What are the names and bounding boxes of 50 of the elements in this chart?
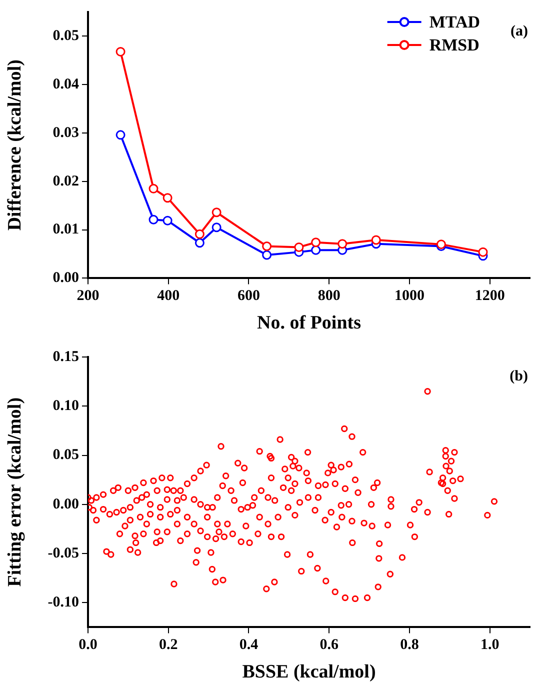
point xyxy=(162,193,172,203)
y-tick-label: 0.15 xyxy=(52,348,79,365)
x-tick-label: 1200 xyxy=(474,288,505,304)
point xyxy=(212,208,222,218)
y-tick-label: 0.04 xyxy=(52,76,80,92)
legend-label: RMSD xyxy=(429,35,480,54)
x-tick-label: 0.6 xyxy=(320,637,339,654)
point xyxy=(148,214,158,224)
point xyxy=(194,229,204,239)
point xyxy=(478,247,488,257)
point xyxy=(162,216,172,226)
x-tick-label: 0.8 xyxy=(400,637,419,654)
y-tick-label: 0.00 xyxy=(52,496,79,512)
x-tick-label: 400 xyxy=(157,288,180,304)
point xyxy=(371,235,381,245)
x-tick-label: 200 xyxy=(76,288,100,304)
point xyxy=(194,238,204,248)
y-tick-label: -0.10 xyxy=(48,594,79,611)
y-tick-label: 0.10 xyxy=(52,398,79,414)
y-tick-label: 0.01 xyxy=(52,222,79,238)
x-tick-label: 1000 xyxy=(394,288,424,304)
y-axis-title: Fitting error (kcal/mol) xyxy=(4,397,26,587)
y-axis-title: Difference (kcal/mol) xyxy=(4,60,26,231)
x-axis-title: No. of Points xyxy=(257,312,361,334)
point xyxy=(116,46,126,56)
y-tick-label: 0.05 xyxy=(52,447,79,464)
x-tick-label: 0.0 xyxy=(78,637,98,654)
x-tick-label: 1.0 xyxy=(480,637,500,654)
y-tick-label: 0.02 xyxy=(52,173,79,190)
point xyxy=(294,242,304,252)
point xyxy=(212,222,222,232)
x-tick-label: 600 xyxy=(237,288,260,304)
point xyxy=(262,250,272,260)
legend-label: MTAD xyxy=(429,12,480,32)
x-tick-label: 0.4 xyxy=(239,637,259,654)
point xyxy=(116,130,126,140)
y-tick-label: 0.00 xyxy=(52,270,79,286)
annotation: (a) xyxy=(510,23,528,40)
y-tick-label: -0.05 xyxy=(48,545,79,562)
annotation: (b) xyxy=(510,368,528,384)
point xyxy=(338,239,348,249)
point xyxy=(311,245,321,255)
y-tick-label: 0.05 xyxy=(52,28,79,44)
point xyxy=(148,184,158,194)
point xyxy=(311,238,321,248)
x-tick-label: 800 xyxy=(318,288,340,304)
point xyxy=(262,242,272,252)
x-tick-label: 0.2 xyxy=(158,637,178,654)
x-axis-title: BSSE (kcal/mol) xyxy=(242,662,376,683)
y-tick-label: 0.03 xyxy=(52,124,79,141)
